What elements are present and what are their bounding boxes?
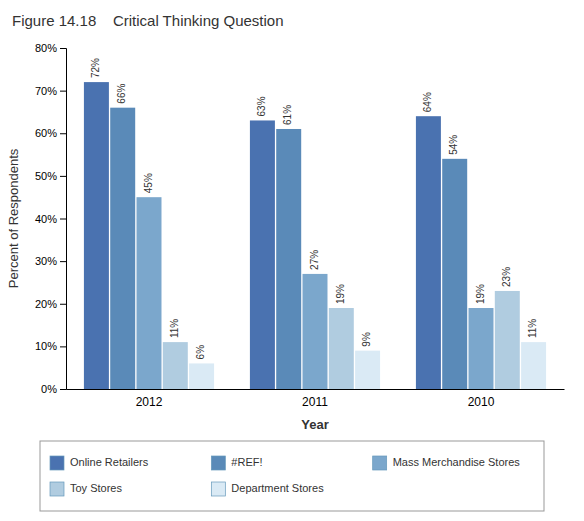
- tick-mark: [60, 261, 66, 262]
- legend-label: Department Stores: [231, 482, 324, 494]
- tick-label: 40%: [35, 213, 57, 225]
- tick-label: 2011: [302, 395, 328, 409]
- y-axis: 0% 10% 20% 30% 40% 50% 60% 70% 80%: [35, 42, 67, 395]
- plot: 72% 66% 45% 11% 6% 63% 61% 27% 19% 9% 64% 54% 19% 23%…: [35, 42, 565, 409]
- tick-label: 30%: [35, 255, 57, 267]
- tick: 60%: [35, 127, 66, 139]
- tick-mark: [60, 389, 66, 390]
- x-axis-title: Year: [301, 417, 328, 432]
- bar: [521, 342, 546, 389]
- legend-item: Department Stores: [211, 482, 324, 496]
- data-label: 72%: [90, 58, 101, 78]
- data-label: 6%: [195, 345, 206, 360]
- tick: 20%: [35, 298, 66, 310]
- bar: [137, 197, 162, 389]
- tick-mark: [60, 346, 66, 347]
- data-label: 19%: [475, 284, 486, 304]
- bar: [442, 159, 467, 389]
- x-axis: 2012 2011 2010: [67, 390, 565, 409]
- legend-frame: [40, 441, 544, 511]
- legend-item: Mass Merchandise Stores: [373, 456, 521, 470]
- tick: 40%: [35, 213, 66, 225]
- tick-mark: [60, 176, 66, 177]
- data-label: 19%: [335, 284, 346, 304]
- bar: [329, 308, 354, 389]
- data-label: 27%: [309, 250, 320, 270]
- bar: [303, 274, 328, 389]
- bar: [495, 291, 520, 389]
- tick: 50%: [35, 170, 66, 182]
- tick: 70%: [35, 85, 66, 97]
- tick-label: 10%: [35, 340, 57, 352]
- data-labels: 72% 66% 45% 11% 6% 63% 61% 27% 19% 9% 64% 54% 19% 23%…: [90, 58, 538, 359]
- tick-mark: [60, 304, 66, 305]
- legend-label: Mass Merchandise Stores: [393, 456, 521, 468]
- bar: [84, 82, 109, 389]
- tick: 0%: [41, 383, 66, 395]
- legend-swatch: [373, 456, 387, 470]
- tick: 10%: [35, 340, 66, 352]
- bar: [276, 129, 301, 389]
- data-label: 23%: [501, 267, 512, 287]
- tick-label: 2010: [468, 395, 495, 409]
- chart: Figure 14.18 Critical Thinking Question 7…: [0, 0, 584, 521]
- legend-label: Toy Stores: [70, 482, 122, 494]
- axis-domain: [67, 389, 565, 390]
- bar: [355, 351, 380, 389]
- tick: 80%: [35, 42, 66, 54]
- bar: [189, 363, 214, 389]
- tick-label: 60%: [35, 127, 57, 139]
- legend-item: Toy Stores: [50, 482, 122, 496]
- title: Figure 14.18 Critical Thinking Question: [12, 12, 284, 29]
- tick-mark: [60, 91, 66, 92]
- legend-label: Online Retailers: [70, 456, 149, 468]
- data-label: 63%: [256, 96, 267, 116]
- data-label: 61%: [282, 105, 293, 125]
- tick-label: 50%: [35, 170, 57, 182]
- tick: 2011: [302, 395, 328, 409]
- bar: [250, 120, 275, 389]
- data-label: 11%: [169, 319, 180, 338]
- axis-domain: [60, 49, 67, 390]
- tick-mark: [60, 48, 66, 49]
- tick-label: 2012: [136, 395, 163, 409]
- data-label: 54%: [448, 135, 459, 155]
- data-label: 66%: [116, 84, 127, 104]
- tick: 2012: [136, 395, 163, 409]
- bar: [416, 116, 441, 389]
- legend: Online Retailers #REF! Mass Merchandise St…: [40, 441, 544, 511]
- legend-swatch: [211, 482, 225, 496]
- data-label: 64%: [422, 92, 433, 112]
- tick-mark: [60, 133, 66, 134]
- legend-item: Online Retailers: [50, 456, 149, 470]
- legend-item: #REF!: [211, 456, 262, 470]
- bars: [84, 82, 546, 389]
- legend-swatch: [211, 456, 225, 470]
- tick-mark: [60, 219, 66, 220]
- bar: [163, 342, 188, 389]
- tick: 30%: [35, 255, 66, 267]
- legend-swatch: [50, 482, 64, 496]
- legend-swatch: [50, 456, 64, 470]
- tick-label: 70%: [35, 85, 57, 97]
- tick-label: 0%: [41, 383, 57, 395]
- bar: [110, 108, 135, 389]
- tick-label: 80%: [35, 42, 57, 54]
- tick: 2010: [468, 395, 495, 409]
- bar: [469, 308, 494, 389]
- data-label: 45%: [143, 173, 154, 193]
- data-label: 9%: [361, 332, 372, 347]
- data-label: 11%: [527, 319, 538, 338]
- legend-label: #REF!: [231, 456, 262, 468]
- y-axis-title: Percent of Respondents: [6, 148, 21, 288]
- tick-label: 20%: [35, 298, 57, 310]
